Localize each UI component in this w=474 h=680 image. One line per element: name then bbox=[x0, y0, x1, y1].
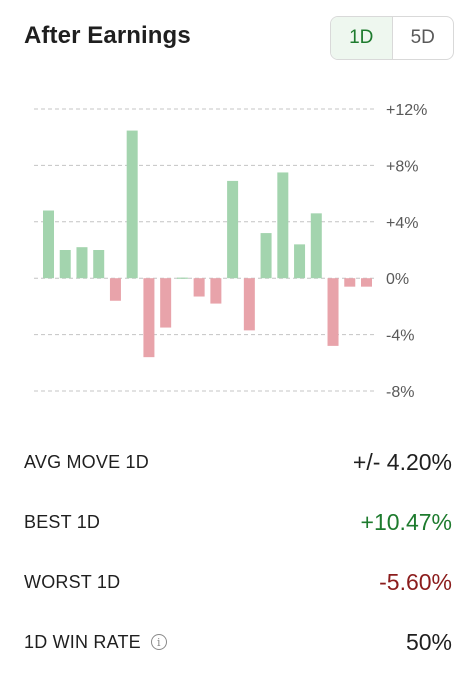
bar[interactable] bbox=[361, 278, 372, 287]
bar[interactable] bbox=[294, 244, 306, 279]
stat-value: -5.60% bbox=[379, 568, 452, 595]
stat-label: WORST 1D bbox=[24, 571, 121, 592]
bar[interactable] bbox=[143, 278, 155, 358]
stat-row-worst: WORST 1D -5.60% bbox=[24, 552, 452, 612]
stat-row-best: BEST 1D +10.47% bbox=[24, 492, 452, 552]
bar[interactable] bbox=[59, 250, 71, 279]
stat-value: +10.47% bbox=[360, 508, 452, 535]
info-icon[interactable]: i bbox=[150, 634, 167, 650]
stat-value: +/- 4.20% bbox=[352, 448, 452, 475]
y-tick-label: -8% bbox=[386, 384, 414, 401]
header: After Earnings 1D 5D bbox=[24, 16, 454, 64]
stat-value: 50% bbox=[405, 628, 452, 655]
toggle-1d-button[interactable]: 1D bbox=[331, 17, 393, 59]
bar[interactable] bbox=[126, 130, 138, 279]
stat-row-win-rate: 1D WIN RATE i 50% bbox=[24, 612, 452, 672]
earnings-chart: +12% +8% +4% 0% -4% -8% bbox=[0, 88, 474, 418]
period-toggle: 1D 5D bbox=[330, 16, 454, 60]
page-title: After Earnings bbox=[24, 22, 191, 49]
y-tick-label: +8% bbox=[386, 158, 418, 175]
bar[interactable] bbox=[93, 250, 105, 279]
grid-layer bbox=[34, 108, 376, 392]
stat-label: BEST 1D bbox=[24, 511, 101, 532]
bar[interactable] bbox=[210, 278, 222, 304]
tick-label-layer: +12% +8% +4% 0% -4% -8% bbox=[386, 102, 427, 401]
bar[interactable] bbox=[227, 180, 239, 279]
bar[interactable] bbox=[260, 233, 272, 279]
bar[interactable] bbox=[327, 278, 339, 346]
bar-layer bbox=[43, 130, 372, 358]
stat-label: AVG MOVE 1D bbox=[24, 451, 149, 472]
bar[interactable] bbox=[176, 277, 188, 279]
bar[interactable] bbox=[344, 278, 356, 287]
bar[interactable] bbox=[76, 247, 88, 279]
toggle-5d-button[interactable]: 5D bbox=[410, 27, 435, 48]
bar[interactable] bbox=[310, 213, 322, 279]
y-tick-label: 0% bbox=[386, 271, 409, 288]
y-tick-label: +12% bbox=[386, 102, 427, 119]
bar[interactable] bbox=[109, 278, 121, 301]
stats-list: AVG MOVE 1D +/- 4.20% BEST 1D +10.47% WO… bbox=[24, 432, 452, 672]
stat-label-win-rate: 1D WIN RATE i bbox=[24, 632, 167, 653]
stat-label-text: 1D WIN RATE bbox=[24, 631, 141, 652]
stat-row-avg-move: AVG MOVE 1D +/- 4.20% bbox=[24, 432, 452, 492]
bar[interactable] bbox=[193, 278, 205, 297]
chart-svg: +12% +8% +4% 0% -4% -8% bbox=[34, 102, 427, 401]
bar[interactable] bbox=[43, 210, 54, 279]
y-tick-label: +4% bbox=[386, 215, 418, 232]
bar[interactable] bbox=[243, 278, 255, 331]
bar[interactable] bbox=[160, 278, 172, 328]
y-tick-label: -4% bbox=[386, 328, 414, 345]
bar[interactable] bbox=[277, 172, 289, 279]
